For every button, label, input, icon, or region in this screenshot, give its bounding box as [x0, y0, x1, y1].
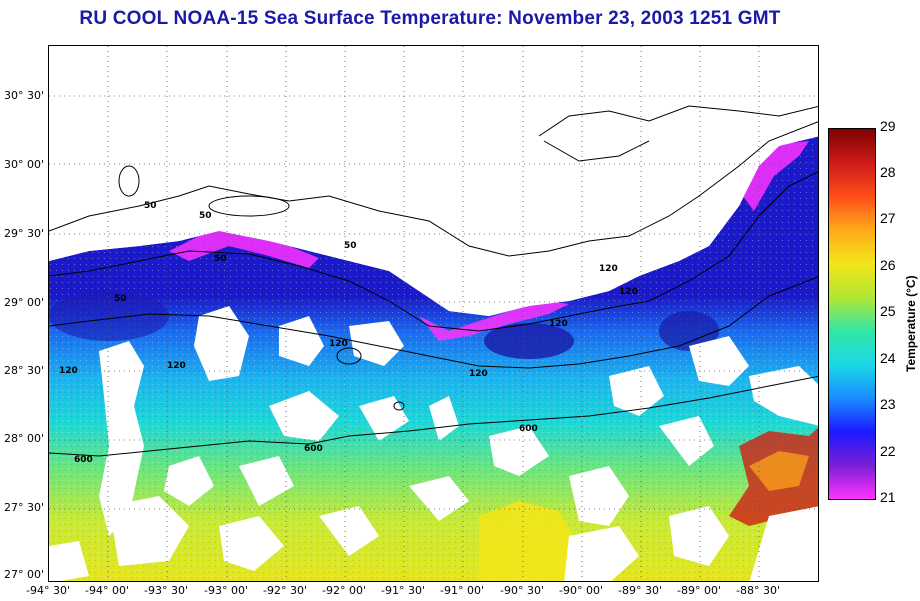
lat-label: 30° 00' — [3, 158, 44, 171]
lon-label: -92° 30' — [263, 584, 307, 597]
colorbar-tick: 28 — [880, 164, 896, 180]
contour-label: 50 — [144, 201, 157, 211]
colorbar-title: Temperature (°C) — [904, 275, 918, 372]
coastal-cold-band — [169, 226, 319, 268]
lon-label: -93° 00' — [204, 584, 248, 597]
lon-label: -91° 00' — [440, 584, 484, 597]
lat-label: 29° 30' — [3, 227, 44, 240]
contour-label: 120 — [549, 319, 568, 329]
lat-label: 28° 00' — [3, 432, 44, 445]
contour-label: 600 — [519, 424, 538, 434]
lat-label: 27° 00' — [3, 568, 44, 581]
contour-label: 120 — [167, 361, 186, 371]
colorbar-tick: 22 — [880, 443, 896, 459]
lat-label: 29° 00' — [3, 296, 44, 309]
lat-label: 30° 30' — [3, 89, 44, 102]
colorbar-tick: 25 — [880, 303, 896, 319]
lon-label: -89° 00' — [677, 584, 721, 597]
graticule — [49, 46, 818, 581]
contour-50 — [49, 171, 818, 332]
colorbar-tick: 26 — [880, 257, 896, 273]
map-title: RU COOL NOAA-15 Sea Surface Temperature:… — [79, 8, 781, 29]
colorbar-tick: 29 — [880, 118, 896, 134]
lon-label: -94° 30' — [26, 584, 70, 597]
colorbar-tick: 27 — [880, 210, 896, 226]
lon-label: -91° 30' — [381, 584, 425, 597]
contour-label: 120 — [329, 339, 348, 349]
lon-label: -90° 30' — [500, 584, 544, 597]
temperature-colorbar — [828, 128, 876, 500]
contour-label: 600 — [304, 444, 323, 454]
contour-label: 120 — [59, 366, 78, 376]
contour-label: 120 — [619, 287, 638, 297]
sst-map: 50 50 50 50 50 120 120 120 120 120 120 1… — [48, 45, 819, 582]
lon-label: -90° 00' — [559, 584, 603, 597]
colorbar-tick: 24 — [880, 350, 896, 366]
contour-label: 120 — [469, 369, 488, 379]
contour-120 — [49, 276, 818, 369]
land-mass — [49, 46, 818, 316]
lon-label: -89° 30' — [618, 584, 662, 597]
contour-label: 50 — [114, 294, 127, 304]
bathymetry-contours — [49, 105, 818, 457]
colorbar-tick: 21 — [880, 489, 896, 505]
lon-label: -92° 00' — [322, 584, 366, 597]
lat-label: 27° 30' — [3, 501, 44, 514]
lon-label: -88° 30' — [736, 584, 780, 597]
colorbar-tick: 23 — [880, 396, 896, 412]
contour-label: 50 — [199, 211, 212, 221]
lon-label: -93° 30' — [144, 584, 188, 597]
contour-label: 120 — [599, 264, 618, 274]
sst-map-canvas: 50 50 50 50 50 120 120 120 120 120 120 1… — [49, 46, 818, 581]
contour-600 — [49, 375, 818, 457]
contour-label: 50 — [214, 254, 227, 264]
lat-label: 28° 30' — [3, 364, 44, 377]
lon-label: -94° 00' — [85, 584, 129, 597]
contour-label: 50 — [344, 241, 357, 251]
contour-label: 600 — [74, 455, 93, 465]
coastline — [49, 121, 818, 257]
cloud-patches — [49, 306, 818, 581]
